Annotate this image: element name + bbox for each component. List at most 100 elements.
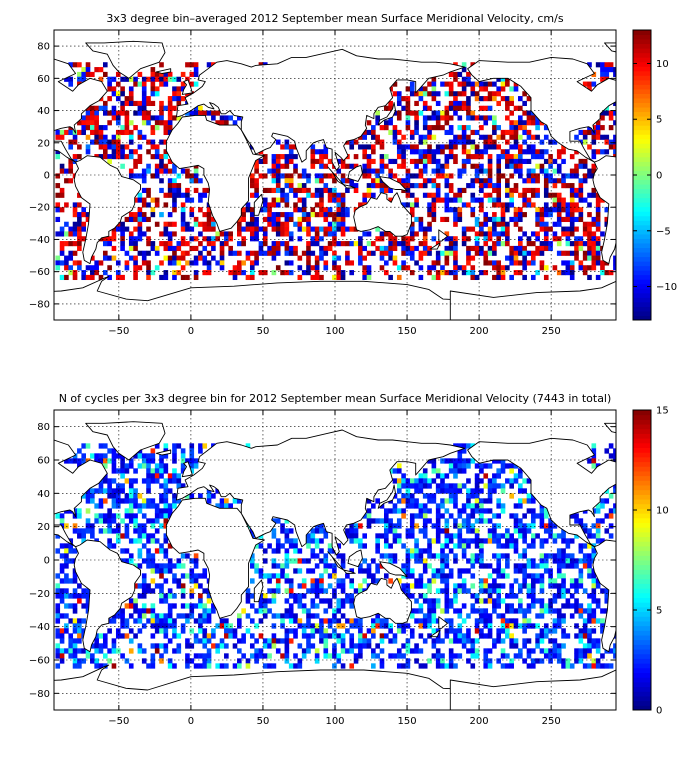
heatmap-cell <box>310 588 316 594</box>
heatmap-cell <box>435 91 441 97</box>
heatmap-cell <box>314 274 320 281</box>
heatmap-cell <box>582 553 588 559</box>
heatmap-cell <box>496 473 502 479</box>
heatmap-cell <box>85 62 91 68</box>
heatmap-cell <box>310 528 316 534</box>
heatmap-cell <box>444 563 450 569</box>
heatmap-cell <box>479 163 484 169</box>
heatmap-cell <box>518 468 523 474</box>
heatmap-cell <box>505 100 510 107</box>
heatmap-cell <box>163 493 169 499</box>
heatmap-cell <box>59 129 65 136</box>
heatmap-cell <box>409 192 415 198</box>
heatmap-cell <box>427 553 432 559</box>
heatmap-cell <box>505 163 510 169</box>
heatmap-cell <box>556 588 562 594</box>
heatmap-cell <box>591 523 597 529</box>
heatmap-cell <box>543 508 549 514</box>
heatmap-cell <box>431 178 437 184</box>
heatmap-cell <box>146 583 151 589</box>
heatmap-cell <box>85 528 91 534</box>
heatmap-cell <box>159 618 164 624</box>
heatmap-cell <box>561 618 566 624</box>
heatmap-cell <box>358 623 363 629</box>
heatmap-cell <box>128 483 134 489</box>
heatmap-cell <box>371 168 376 174</box>
heatmap-cell <box>90 643 95 649</box>
heatmap-cell <box>371 134 376 140</box>
heatmap-cell <box>349 163 355 169</box>
heatmap-cell <box>543 125 549 131</box>
heatmap-cell <box>77 226 82 232</box>
heatmap-cell <box>124 558 130 564</box>
heatmap-cell <box>340 216 346 223</box>
heatmap-cell <box>440 265 445 271</box>
heatmap-cell <box>72 528 78 534</box>
heatmap-cell <box>176 173 182 179</box>
heatmap-cell <box>539 216 545 223</box>
y-tick-label: −80 <box>29 299 50 310</box>
heatmap-cell <box>561 202 566 208</box>
heatmap-cell <box>146 241 151 247</box>
heatmap-cell <box>150 197 156 203</box>
heatmap-cell <box>440 270 445 276</box>
heatmap-cell <box>543 563 549 569</box>
heatmap-cell <box>215 643 221 649</box>
heatmap-cell <box>483 86 489 92</box>
heatmap-cell <box>336 653 342 659</box>
heatmap-cell <box>457 508 463 514</box>
heatmap-cell <box>323 653 329 659</box>
heatmap-cell <box>176 192 182 198</box>
heatmap-cell <box>371 149 376 155</box>
heatmap-cell <box>202 226 208 232</box>
heatmap-cell <box>137 197 143 203</box>
heatmap-cell <box>500 553 506 559</box>
heatmap-cell <box>133 608 138 614</box>
heatmap-cell <box>124 226 130 232</box>
heatmap-cell <box>526 478 532 484</box>
heatmap-cell <box>111 76 117 82</box>
heatmap-cell <box>68 633 74 639</box>
heatmap-cell <box>591 608 597 614</box>
heatmap-cell <box>120 231 125 237</box>
heatmap-cell <box>141 105 147 111</box>
heatmap-cell <box>141 120 147 126</box>
heatmap-cell <box>111 663 117 669</box>
heatmap-cell <box>518 523 523 529</box>
heatmap-cell <box>206 221 212 227</box>
heatmap-cell <box>133 76 138 82</box>
heatmap-cell <box>440 513 445 519</box>
heatmap-cell <box>461 236 467 242</box>
heatmap-cell <box>496 197 502 203</box>
heatmap-cell <box>444 558 450 564</box>
heatmap-cell <box>77 598 82 604</box>
heatmap-cell <box>336 265 342 271</box>
heatmap-cell <box>167 558 173 564</box>
heatmap-cell <box>124 548 130 554</box>
heatmap-cell <box>189 81 195 87</box>
heatmap-cell <box>107 86 112 92</box>
heatmap-cell <box>133 493 138 499</box>
heatmap-cell <box>180 563 186 569</box>
y-tick-label: −60 <box>29 656 50 667</box>
heatmap-cell <box>336 168 342 174</box>
heatmap-cell <box>94 139 99 145</box>
heatmap-cell <box>422 149 428 155</box>
heatmap-cell <box>418 663 424 669</box>
heatmap-cell <box>275 163 281 169</box>
heatmap-cell <box>366 163 372 169</box>
heatmap-cell <box>427 221 432 227</box>
heatmap-cell <box>375 236 380 242</box>
heatmap-cell <box>513 163 519 169</box>
heatmap-cell <box>198 628 203 634</box>
heatmap-cell <box>176 255 182 261</box>
heatmap-cell <box>167 100 173 107</box>
heatmap-cell <box>431 538 437 544</box>
heatmap-cell <box>271 202 277 208</box>
heatmap-cell <box>543 603 549 609</box>
heatmap-cell <box>604 139 610 145</box>
heatmap-cell <box>306 633 311 639</box>
heatmap-cell <box>561 573 566 579</box>
heatmap-cell <box>505 528 510 534</box>
heatmap-cell <box>522 110 527 116</box>
